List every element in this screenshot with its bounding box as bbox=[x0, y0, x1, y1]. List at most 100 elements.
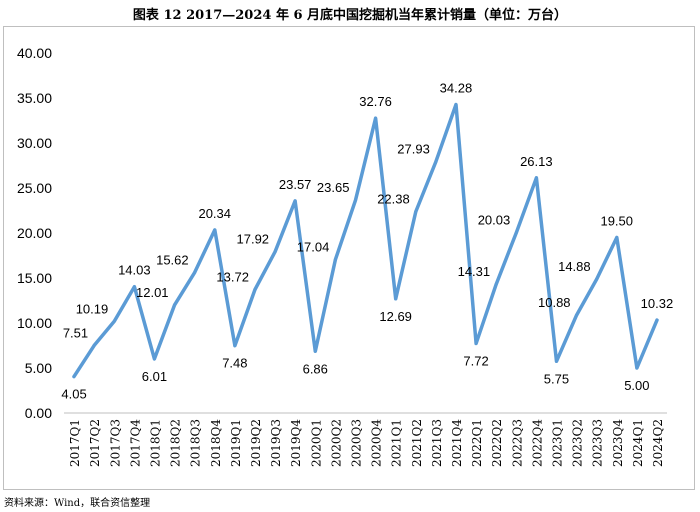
data-label: 20.34 bbox=[198, 206, 231, 221]
data-label: 32.76 bbox=[359, 94, 392, 109]
data-label: 23.57 bbox=[279, 177, 312, 192]
data-point bbox=[273, 250, 277, 254]
data-point bbox=[494, 282, 498, 286]
y-tick-label: 40.00 bbox=[17, 45, 52, 61]
data-point bbox=[414, 210, 418, 214]
x-tick-label: 2017Q1 bbox=[68, 419, 82, 467]
data-point bbox=[454, 102, 458, 106]
x-tick-label: 2019Q1 bbox=[229, 419, 243, 467]
data-point bbox=[293, 199, 297, 203]
x-tick-label: 2018Q1 bbox=[148, 419, 162, 467]
data-label: 23.65 bbox=[317, 180, 350, 195]
data-point bbox=[333, 258, 337, 262]
x-tick-label: 2018Q3 bbox=[189, 419, 203, 467]
x-tick-label: 2020Q3 bbox=[349, 419, 363, 467]
data-label: 26.13 bbox=[520, 154, 553, 169]
data-point bbox=[474, 342, 478, 346]
x-tick-label: 2023Q3 bbox=[591, 419, 605, 467]
x-tick-label: 2021Q2 bbox=[410, 419, 424, 467]
x-tick-label: 2017Q4 bbox=[128, 419, 142, 467]
y-tick-label: 0.00 bbox=[25, 405, 52, 421]
x-tick-label: 2020Q4 bbox=[370, 419, 384, 467]
data-point bbox=[253, 288, 257, 292]
data-label: 12.69 bbox=[379, 309, 412, 324]
data-label: 7.48 bbox=[222, 356, 247, 371]
data-label: 27.93 bbox=[397, 142, 430, 157]
data-point bbox=[353, 198, 357, 202]
x-tick-label: 2022Q3 bbox=[510, 419, 524, 467]
data-label: 6.01 bbox=[142, 369, 167, 384]
data-point bbox=[313, 349, 317, 353]
data-point bbox=[92, 343, 96, 347]
data-label: 17.04 bbox=[297, 240, 330, 255]
y-tick-label: 20.00 bbox=[17, 225, 52, 241]
x-tick-label: 2024Q1 bbox=[631, 419, 645, 467]
data-point bbox=[534, 176, 538, 180]
data-label: 5.75 bbox=[544, 371, 569, 386]
data-label: 4.05 bbox=[61, 387, 86, 402]
data-point bbox=[394, 297, 398, 301]
data-label: 10.88 bbox=[538, 295, 571, 310]
x-tick-label: 2022Q4 bbox=[530, 419, 544, 467]
y-tick-label: 35.00 bbox=[17, 90, 52, 106]
data-label: 10.32 bbox=[641, 296, 674, 311]
data-label: 10.19 bbox=[76, 301, 109, 316]
data-label: 14.88 bbox=[558, 259, 591, 274]
data-point bbox=[72, 375, 76, 379]
x-tick-label: 2020Q1 bbox=[309, 419, 323, 467]
data-point bbox=[434, 160, 438, 164]
data-label: 34.28 bbox=[440, 80, 473, 95]
data-label: 14.31 bbox=[458, 264, 491, 279]
y-tick-label: 30.00 bbox=[17, 135, 52, 151]
series-line bbox=[72, 102, 659, 379]
data-label: 6.86 bbox=[303, 361, 328, 376]
data-point bbox=[374, 116, 378, 120]
chart-title: 图表 12 2017—2024 年 6 月底中国挖掘机当年累计销量（单位：万台） bbox=[132, 8, 568, 23]
data-point bbox=[173, 303, 177, 307]
x-tick-label: 2023Q4 bbox=[611, 419, 625, 467]
data-point bbox=[514, 231, 518, 235]
x-tick-label: 2020Q2 bbox=[329, 419, 343, 467]
x-tick-label: 2017Q3 bbox=[108, 419, 122, 467]
data-point bbox=[112, 319, 116, 323]
data-label: 12.01 bbox=[136, 285, 169, 300]
data-point bbox=[233, 344, 237, 348]
data-label: 22.38 bbox=[377, 192, 410, 207]
x-tick-label: 2019Q3 bbox=[269, 419, 283, 467]
x-tick-label: 2018Q2 bbox=[169, 419, 183, 467]
data-point bbox=[615, 236, 619, 239]
x-tick-label: 2023Q2 bbox=[571, 419, 585, 467]
x-tick-label: 2021Q1 bbox=[390, 419, 404, 467]
data-label: 7.51 bbox=[63, 325, 88, 340]
y-tick-label: 15.00 bbox=[17, 270, 52, 286]
x-tick-label: 2021Q4 bbox=[450, 419, 464, 467]
data-point bbox=[635, 366, 639, 370]
chart-frame bbox=[3, 26, 695, 490]
data-point bbox=[152, 357, 156, 361]
data-point bbox=[193, 270, 197, 274]
data-point bbox=[575, 313, 579, 317]
x-tick-label: 2023Q1 bbox=[550, 419, 564, 467]
data-label: 19.50 bbox=[600, 214, 633, 229]
x-tick-label: 2019Q4 bbox=[289, 419, 303, 467]
y-tick-label: 25.00 bbox=[17, 180, 52, 196]
x-tick-label: 2021Q3 bbox=[430, 419, 444, 467]
line-chart: 0.00 5.00 10.00 15.00 20.00 25.00 30.00 35.00 40… bbox=[17, 45, 674, 467]
data-label: 20.03 bbox=[478, 213, 511, 228]
x-tick-label: 2022Q1 bbox=[470, 419, 484, 467]
data-label: 5.00 bbox=[624, 378, 649, 393]
y-tick-label: 5.00 bbox=[25, 360, 52, 376]
x-tick-label: 2024Q2 bbox=[651, 419, 665, 467]
data-label: 15.62 bbox=[156, 252, 189, 267]
data-label: 7.72 bbox=[463, 354, 488, 369]
y-tick-label: 10.00 bbox=[17, 315, 52, 331]
x-tick-label: 2019Q2 bbox=[249, 419, 263, 467]
data-point bbox=[213, 228, 217, 232]
data-label: 14.03 bbox=[118, 263, 151, 278]
source-note: 资料来源：Wind，联合资信整理 bbox=[4, 498, 151, 509]
data-point bbox=[595, 277, 599, 281]
x-tick-label: 2017Q2 bbox=[88, 419, 102, 467]
x-tick-label: 2022Q2 bbox=[490, 419, 504, 467]
data-label: 17.92 bbox=[237, 232, 270, 247]
data-point bbox=[132, 285, 136, 289]
